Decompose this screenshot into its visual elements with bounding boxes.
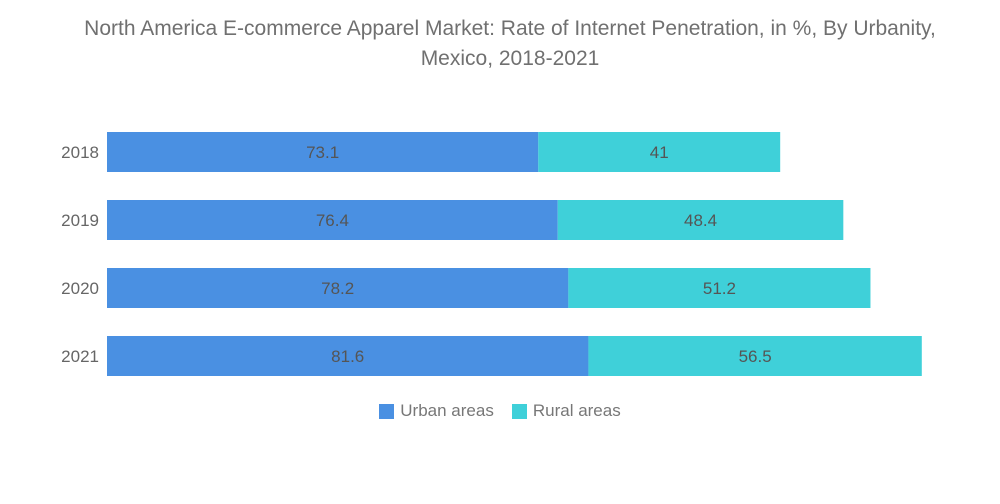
y-tick-label: 2018 bbox=[61, 143, 99, 162]
data-label: 51.2 bbox=[703, 279, 736, 298]
bar-rural bbox=[568, 268, 871, 308]
data-label: 41 bbox=[650, 143, 669, 162]
data-label: 48.4 bbox=[684, 211, 717, 230]
y-tick-label: 2020 bbox=[61, 279, 99, 298]
legend-label-rural: Rural areas bbox=[532, 401, 621, 420]
chart-title: North America E-commerce Apparel Market:… bbox=[84, 17, 936, 70]
y-tick-label: 2021 bbox=[61, 347, 99, 366]
bar-urban bbox=[107, 132, 539, 172]
bar-rural bbox=[588, 336, 922, 376]
legend-swatch-rural bbox=[511, 403, 527, 419]
data-label: 76.4 bbox=[316, 211, 349, 230]
bar-urban bbox=[107, 268, 569, 308]
legend-label-urban: Urban areas bbox=[400, 401, 494, 420]
bar-urban bbox=[107, 200, 558, 240]
bar-rural bbox=[538, 132, 781, 172]
data-label: 56.5 bbox=[739, 347, 772, 366]
y-tick-label: 2019 bbox=[61, 211, 99, 230]
data-label: 81.6 bbox=[331, 347, 364, 366]
bar-rural bbox=[557, 200, 844, 240]
legend-item-rural: Rural areas bbox=[511, 401, 621, 421]
legend-item-urban: Urban areas bbox=[379, 401, 494, 421]
data-label: 73.1 bbox=[306, 143, 339, 162]
legend: Urban areas Rural areas bbox=[0, 401, 1000, 421]
bar-urban bbox=[107, 336, 589, 376]
legend-swatch-urban bbox=[379, 403, 395, 419]
data-label: 78.2 bbox=[321, 279, 354, 298]
